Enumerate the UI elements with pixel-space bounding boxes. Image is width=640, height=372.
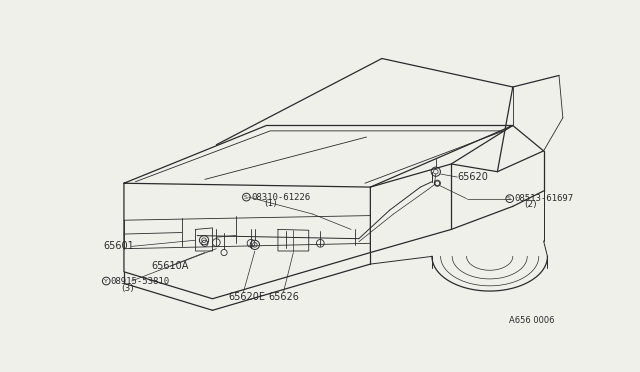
Text: 08310-61226: 08310-61226 (251, 193, 310, 202)
Text: 65626: 65626 (268, 292, 299, 302)
Text: 65610A: 65610A (151, 262, 188, 272)
Text: (2): (2) (524, 200, 537, 209)
Text: A656 0006: A656 0006 (509, 316, 554, 325)
Text: 65601: 65601 (103, 241, 134, 251)
Text: (1): (1) (264, 199, 277, 208)
Text: 65620E: 65620E (228, 292, 265, 302)
Text: Y: Y (104, 279, 108, 283)
Text: 08915-53810: 08915-53810 (111, 276, 170, 286)
Text: 65620: 65620 (458, 172, 488, 182)
Text: 08513-61697: 08513-61697 (515, 194, 573, 203)
Text: (3): (3) (122, 284, 134, 293)
Text: S: S (507, 196, 511, 201)
Text: S: S (244, 195, 248, 200)
